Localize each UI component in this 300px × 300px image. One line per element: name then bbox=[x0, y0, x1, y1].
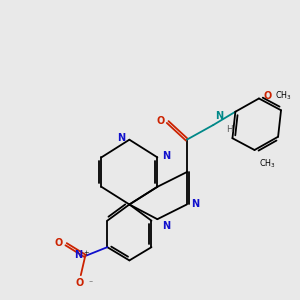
Text: H: H bbox=[226, 125, 233, 134]
Text: O: O bbox=[75, 278, 83, 288]
Text: N: N bbox=[162, 221, 170, 231]
Text: O: O bbox=[263, 91, 272, 100]
Text: CH$_3$: CH$_3$ bbox=[259, 158, 276, 170]
Text: N: N bbox=[215, 111, 223, 121]
Text: O: O bbox=[157, 116, 165, 126]
Text: N: N bbox=[191, 200, 199, 209]
Text: CH$_3$: CH$_3$ bbox=[275, 89, 292, 102]
Text: N: N bbox=[74, 250, 82, 260]
Text: +: + bbox=[84, 250, 89, 256]
Text: N: N bbox=[162, 151, 170, 161]
Text: ⁻: ⁻ bbox=[88, 278, 92, 287]
Text: N: N bbox=[117, 133, 125, 143]
Text: O: O bbox=[55, 238, 63, 248]
